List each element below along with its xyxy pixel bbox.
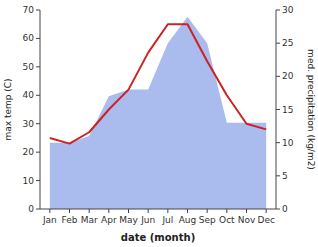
y-tick-label: 0 [28,204,34,214]
x-tick [89,209,90,213]
y-tick-label: 60 [23,33,35,43]
y2-tick [276,142,280,143]
x-tick [246,209,247,213]
temperature-line [50,24,266,143]
y-tick-label: 50 [23,62,35,72]
y-tick-label: 20 [23,147,35,157]
x-tick-label: Sep [199,215,216,225]
y2-tick-label: 20 [282,71,294,81]
x-tick [187,209,188,213]
x-tick-label: May [119,215,138,225]
y-axis-label: max temp (C) [3,78,13,140]
x-tick [69,209,70,213]
x-tick [148,209,149,213]
y2-tick-label: 25 [282,38,293,48]
y-tick [36,95,40,96]
y-axis-line [40,10,41,209]
x-tick [207,209,208,213]
y2-tick [276,175,280,176]
y-tick [36,152,40,153]
x-tick-label: Jul [161,215,173,225]
x-tick [108,209,109,213]
y-tick-label: 70 [23,5,35,15]
y-tick [36,180,40,181]
x-axis-label: date (month) [121,232,195,243]
y-tick [36,209,40,210]
y2-tick-label: 5 [282,171,288,181]
x-tick-label: Dec [257,215,274,225]
x-tick-label: Nov [238,215,256,225]
y-tick [36,123,40,124]
y-tick-label: 40 [23,90,35,100]
x-tick [266,209,267,213]
y2-tick-label: 15 [282,105,293,115]
x-tick-label: Jan [42,215,57,225]
x-tick [49,209,50,213]
y-tick [36,10,40,11]
y2-tick [276,209,280,210]
y2-tick [276,10,280,11]
y2-tick [276,43,280,44]
chart: Jan FebMarAprMayJun Jul AugSepOctNovDec 0 10 2… [0,0,318,247]
y2-tick [276,76,280,77]
y2-tick-label: 30 [282,5,294,15]
x-tick [226,209,227,213]
x-tick-label: Oct [219,215,235,225]
y-tick [36,66,40,67]
x-axis-line [40,209,276,210]
x-tick-label: Feb [62,215,78,225]
precipitation-area [50,17,266,209]
plot-area [50,17,266,209]
x-tick-label: Aug [179,215,197,225]
x-tick-label: Apr [101,215,117,225]
y2-axis-label: med. precipitation (kg/m2) [306,49,316,170]
y-tick-label: 30 [23,119,35,129]
x-tick [167,209,168,213]
y2-tick-label: 0 [282,204,288,214]
x-tick [128,209,129,213]
x-tick-label: Mar [81,215,98,225]
y2-tick-label: 10 [282,138,294,148]
y2-tick [276,109,280,110]
x-tick-label: Jun [140,215,155,225]
y-tick [36,38,40,39]
y-tick-label: 10 [23,176,35,186]
